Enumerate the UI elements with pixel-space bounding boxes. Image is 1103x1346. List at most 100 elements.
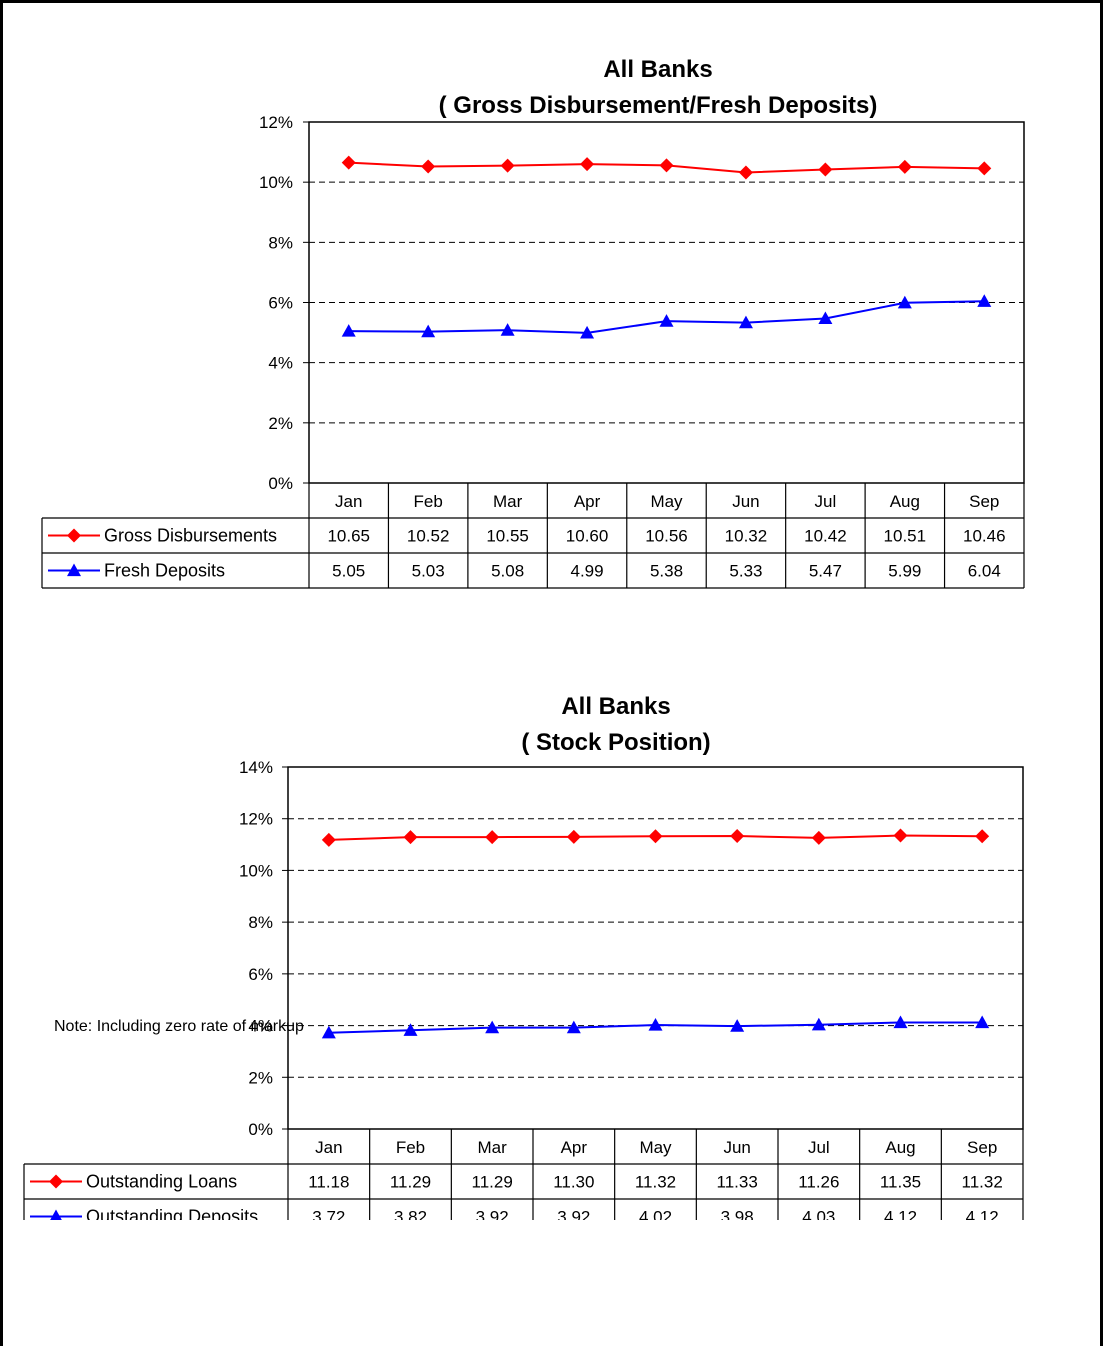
x-tick-label: Mar bbox=[478, 1138, 508, 1157]
y-tick-label: 10% bbox=[239, 861, 273, 880]
x-tick-label: Aug bbox=[885, 1138, 915, 1157]
data-point bbox=[811, 830, 826, 845]
y-tick-label: 8% bbox=[248, 913, 273, 932]
x-tick-label: Jun bbox=[723, 1138, 750, 1157]
y-tick-label: 12% bbox=[259, 113, 293, 132]
y-tick-label: 0% bbox=[268, 474, 293, 493]
data-table-value: 11.35 bbox=[880, 1173, 921, 1192]
data-table-value: 5.05 bbox=[332, 562, 365, 581]
data-point bbox=[893, 1015, 908, 1029]
x-tick-label: Apr bbox=[561, 1138, 588, 1157]
data-point bbox=[321, 1025, 336, 1039]
y-tick-label: 2% bbox=[248, 1068, 273, 1087]
chart-stock-position: All Banks ( Stock Position) 0% 2% 4% 6% 8% 10% 1… bbox=[23, 693, 1024, 1221]
legend-marker bbox=[67, 563, 81, 577]
data-point bbox=[403, 1023, 418, 1036]
data-point bbox=[500, 323, 515, 336]
x-tick-label: Jul bbox=[808, 1138, 830, 1157]
x-tick-label: Jan bbox=[335, 492, 362, 511]
data-table-value: 10.42 bbox=[804, 527, 847, 546]
legend-marker bbox=[49, 1174, 63, 1189]
data-table-value: 5.47 bbox=[809, 562, 842, 581]
legend-marker bbox=[50, 1209, 62, 1220]
data-table-value: 11.29 bbox=[472, 1173, 513, 1192]
data-table-value: 10.51 bbox=[884, 527, 927, 546]
y-tick-label: 4% bbox=[268, 354, 293, 373]
data-table-value: 3.98 bbox=[721, 1208, 754, 1221]
data-point bbox=[341, 155, 356, 170]
data-point bbox=[580, 325, 595, 339]
chart-gross-disbursement-fresh-deposits: All Banks ( Gross Disbursement/Fresh Depo… bbox=[41, 56, 1025, 589]
data-point bbox=[580, 157, 595, 172]
data-point bbox=[738, 165, 753, 180]
data-table-value: 10.55 bbox=[486, 527, 529, 546]
data-table-value: 5.03 bbox=[412, 562, 445, 581]
data-point bbox=[566, 829, 581, 844]
legend-label: Fresh Deposits bbox=[104, 561, 225, 581]
chart-subtitle: ( Stock Position) bbox=[521, 729, 710, 756]
data-table-value: 10.56 bbox=[645, 527, 688, 546]
data-table-value: 3.92 bbox=[557, 1208, 590, 1221]
data-table-value: 5.38 bbox=[650, 562, 683, 581]
data-table-value: 3.92 bbox=[476, 1208, 509, 1221]
footnote: Note: Including zero rate of markup bbox=[54, 1018, 304, 1035]
data-table-value: 4.99 bbox=[571, 562, 604, 581]
x-tick-label: Sep bbox=[967, 1138, 997, 1157]
data-point bbox=[421, 159, 436, 174]
data-table-value: 11.26 bbox=[798, 1173, 839, 1192]
x-tick-label: Feb bbox=[414, 492, 443, 511]
data-point bbox=[500, 158, 515, 173]
data-table-value: 10.52 bbox=[407, 527, 450, 546]
data-table-value: 4.12 bbox=[966, 1208, 999, 1221]
y-tick-label: 6% bbox=[268, 294, 293, 313]
data-point bbox=[485, 830, 500, 845]
data-point bbox=[977, 161, 992, 176]
data-table-value: 11.33 bbox=[717, 1173, 758, 1192]
data-point bbox=[485, 1020, 500, 1034]
legend-label: Gross Disbursements bbox=[104, 526, 277, 546]
data-point bbox=[977, 294, 992, 307]
data-point bbox=[730, 829, 745, 844]
data-table-value: 6.04 bbox=[968, 562, 1001, 581]
data-table-value: 11.32 bbox=[962, 1173, 1003, 1192]
chart-title: All Banks bbox=[561, 693, 670, 720]
data-point bbox=[566, 1020, 581, 1034]
x-tick-label: May bbox=[650, 492, 683, 511]
data-point bbox=[975, 1015, 990, 1029]
y-tick-label: 0% bbox=[248, 1120, 273, 1139]
legend-label: Outstanding Deposits bbox=[86, 1207, 258, 1221]
y-tick-label: 6% bbox=[248, 965, 273, 984]
data-table-value: 11.30 bbox=[553, 1173, 594, 1192]
data-point bbox=[811, 1017, 826, 1031]
x-tick-label: May bbox=[639, 1138, 672, 1157]
data-table-value: 5.08 bbox=[491, 562, 524, 581]
x-tick-label: Jun bbox=[732, 492, 759, 511]
x-tick-label: Sep bbox=[969, 492, 999, 511]
data-table-value: 11.29 bbox=[390, 1173, 431, 1192]
data-point bbox=[648, 829, 663, 844]
data-table-value: 10.60 bbox=[566, 527, 609, 546]
data-table-value: 3.82 bbox=[394, 1208, 427, 1221]
data-table-value: 5.33 bbox=[729, 562, 762, 581]
data-point bbox=[897, 295, 912, 309]
data-point bbox=[648, 1018, 663, 1031]
x-tick-label: Apr bbox=[574, 492, 601, 511]
data-point bbox=[659, 314, 674, 327]
data-point bbox=[321, 832, 336, 847]
data-table-value: 11.18 bbox=[308, 1173, 349, 1192]
data-point bbox=[421, 324, 436, 338]
data-point bbox=[659, 158, 674, 173]
data-point bbox=[403, 830, 418, 845]
data-point bbox=[730, 1019, 745, 1032]
data-point bbox=[897, 159, 912, 174]
y-tick-label: 2% bbox=[268, 414, 293, 433]
y-tick-label: 8% bbox=[268, 233, 293, 252]
data-point bbox=[738, 315, 753, 329]
chart-title: All Banks bbox=[603, 56, 712, 83]
data-point bbox=[975, 829, 990, 844]
data-table-value: 11.32 bbox=[635, 1173, 676, 1192]
data-table-value: 5.99 bbox=[888, 562, 921, 581]
x-tick-label: Jan bbox=[315, 1138, 342, 1157]
data-table-value: 4.02 bbox=[639, 1208, 672, 1221]
